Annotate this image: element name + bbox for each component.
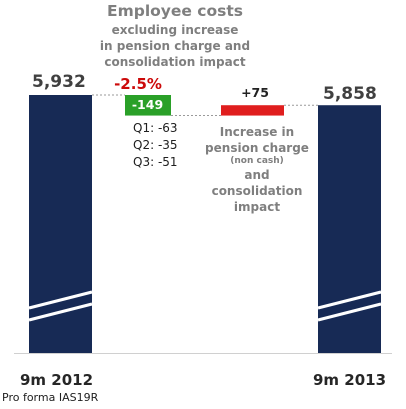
increase-description-line: consolidation xyxy=(211,184,303,198)
category-label-end: 9m 2013 xyxy=(313,371,387,389)
bar-increase xyxy=(221,105,284,116)
bar-start xyxy=(29,95,92,353)
bar-decrease xyxy=(125,95,171,116)
subtitle-line: excluding increase xyxy=(111,23,239,37)
axis-break-line-end xyxy=(317,302,382,322)
subtitle-line: consolidation impact xyxy=(104,55,246,69)
quarter-breakdown-q3: Q3: -51 xyxy=(133,155,178,169)
increase-description-line: (non cash) xyxy=(230,156,284,166)
chart-title: Employee costs xyxy=(106,2,244,20)
quarter-breakdown-q1: Q1: -63 xyxy=(133,121,178,135)
end-value-label: 5,858 xyxy=(323,84,377,104)
bar-end xyxy=(318,105,381,353)
axis-break-line-start xyxy=(28,290,93,310)
footnote: Pro forma IAS19R xyxy=(2,391,99,404)
start-value-label: 5,932 xyxy=(32,72,86,92)
axis-break-line-end xyxy=(317,290,382,310)
subtitle-line: in pension charge and xyxy=(99,39,251,53)
quarter-breakdown-q2: Q2: -35 xyxy=(133,138,178,152)
increase-description-line: pension charge xyxy=(205,141,309,155)
increase-description-line: Increase in xyxy=(219,125,295,139)
increase-description-line: and xyxy=(244,168,270,182)
axis-break-line-start xyxy=(28,302,93,322)
chart-subtitle: excluding increase in pension charge and… xyxy=(60,22,290,70)
increase-description-line: impact xyxy=(233,200,281,214)
decrease-value-label: -149 xyxy=(131,97,164,112)
category-label-start: 9m 2012 xyxy=(20,371,94,389)
increase-value-label: +75 xyxy=(241,85,269,100)
percent-change-label: -2.5% xyxy=(114,75,162,93)
increase-description: Increase in pension charge (non cash) an… xyxy=(202,124,312,215)
